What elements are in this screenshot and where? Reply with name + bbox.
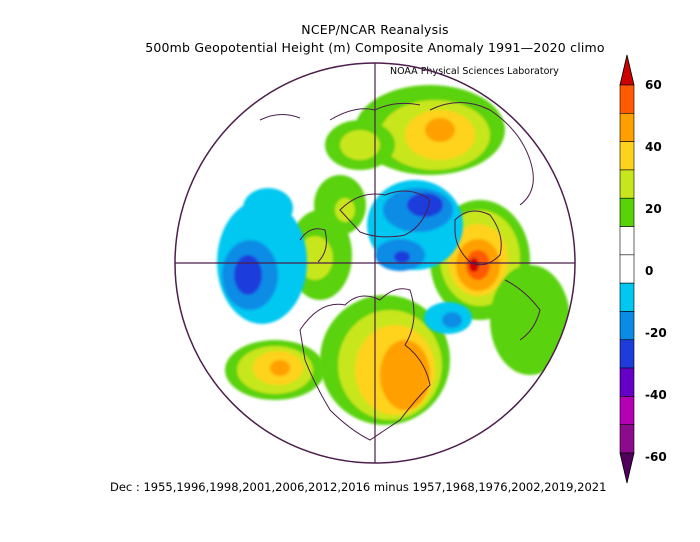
colorbar-label-60: 60 [645, 78, 662, 92]
credit-label: NOAA Physical Sciences Laboratory [390, 66, 559, 77]
colorbar-segment [619, 311, 635, 341]
colorbar-segment [619, 113, 635, 142]
chart-title: NCEP/NCAR Reanalysis [301, 22, 449, 37]
anomaly-north-atlantic [217, 188, 307, 324]
colorbar-segment [619, 226, 635, 256]
colorbar-label-neg60: -60 [645, 450, 667, 464]
colorbar-label-neg40: -40 [645, 388, 667, 402]
colorbar-segment [619, 339, 635, 369]
map-boundary [174, 62, 576, 464]
colorbar-label-20: 20 [645, 202, 662, 216]
anomaly-north-america [320, 295, 450, 425]
colorbar-segment [619, 282, 635, 312]
composite-years-footer: Dec : 1955,1996,1998,2001,2006,2012,2016… [110, 480, 607, 494]
colorbar-label-40: 40 [645, 140, 662, 154]
polar-anomaly-map [174, 62, 576, 464]
chart-subtitle: 500mb Geopotential Height (m) Composite … [145, 40, 605, 55]
colorbar [619, 54, 635, 484]
colorbar-label-0: 0 [645, 264, 654, 278]
colorbar-segment [619, 424, 635, 454]
anomaly-greenland [367, 180, 463, 271]
anomaly-north-pacific [225, 340, 325, 400]
anomaly-fill-layer [175, 63, 575, 463]
colorbar-arrow-bottom [619, 452, 635, 484]
colorbar-segment [619, 84, 635, 114]
colorbar-segment [619, 254, 635, 284]
colorbar-segment [619, 169, 635, 199]
anomaly-central-asia [424, 302, 472, 334]
colorbar-arrow-top [619, 54, 635, 86]
colorbar-label-neg20: -20 [645, 326, 667, 340]
coastlines [259, 102, 541, 441]
colorbar-segment [619, 141, 635, 171]
anomaly-siberia [325, 85, 505, 175]
colorbar-segment [619, 367, 635, 397]
colorbar-segment [619, 197, 635, 227]
colorbar-segment [619, 396, 635, 425]
anomaly-europe [430, 200, 570, 375]
